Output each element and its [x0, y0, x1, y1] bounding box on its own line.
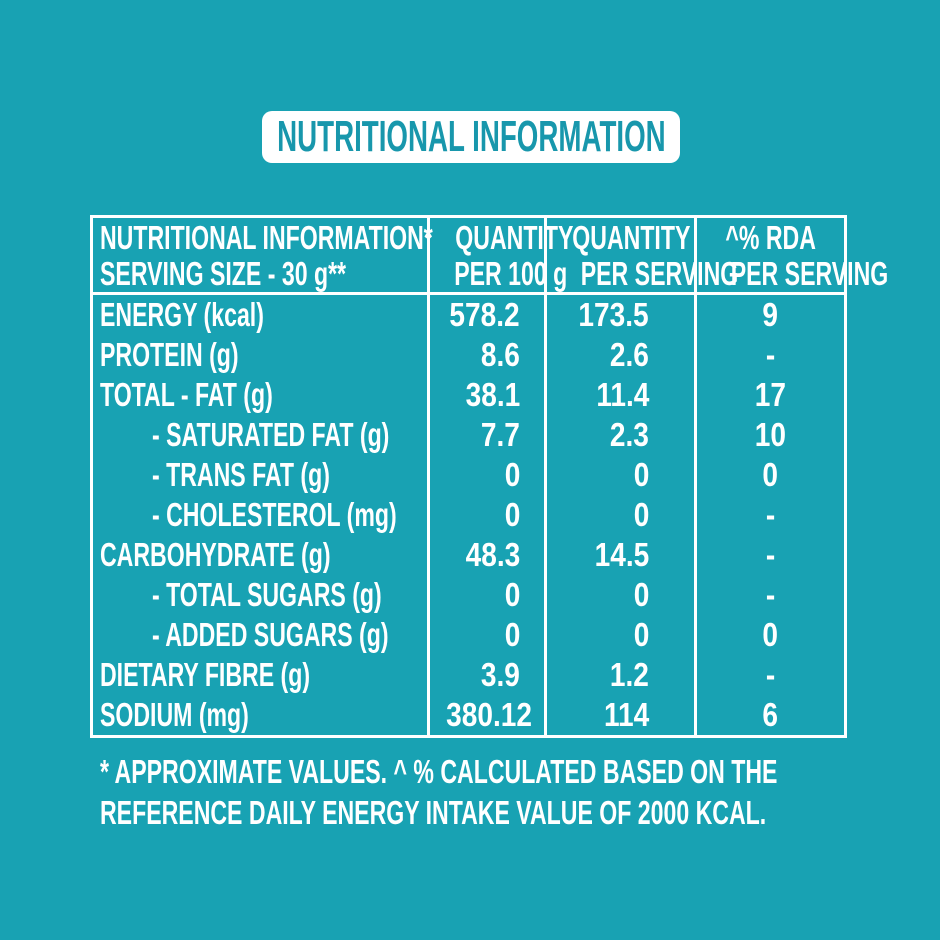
qty-serving-cell: 14.5 — [544, 535, 694, 575]
qty-100g-cell: 0 — [427, 455, 544, 495]
row-carbohydrate: CARBOHYDRATE (g) 48.3 14.5 - — [93, 535, 844, 575]
title-banner: NUTRITIONAL INFORMATION — [262, 111, 680, 163]
rda-cell: 6 — [694, 695, 844, 735]
rda-cell: 17 — [694, 375, 844, 415]
row-added-sugars: - ADDED SUGARS (g) 0 0 0 — [93, 615, 844, 655]
qty-100g-cell: 38.1 — [427, 375, 544, 415]
nutrient-name-cell: - TRANS FAT (g) — [152, 456, 330, 493]
header-qty-100g-line1: QUANTITY — [455, 218, 574, 256]
qty-100g-cell: 3.9 — [427, 655, 544, 695]
header-qty-serving-line2: PER SERVING — [580, 254, 739, 292]
nutrient-name-cell: SODIUM (mg) — [100, 696, 249, 733]
nutrient-name-cell: PROTEIN (g) — [100, 336, 239, 373]
qty-100g-cell: 8.6 — [427, 335, 544, 375]
nutrient-name-cell: - TOTAL SUGARS (g) — [152, 576, 382, 613]
table-header-row: NUTRITIONAL INFORMATION* SERVING SIZE - … — [93, 218, 889, 295]
row-trans-fat: - TRANS FAT (g) 0 0 0 — [93, 455, 844, 495]
qty-serving-cell: 0 — [544, 615, 694, 655]
qty-100g-cell: 0 — [427, 495, 544, 535]
row-dietary-fibre: DIETARY FIBRE (g) 3.9 1.2 - — [93, 655, 844, 695]
rda-cell: 9 — [694, 295, 844, 335]
qty-100g-cell: 0 — [427, 615, 544, 655]
row-protein: PROTEIN (g) 8.6 2.6 - — [93, 335, 844, 375]
qty-serving-cell: 0 — [544, 495, 694, 535]
row-saturated-fat: - SATURATED FAT (g) 7.7 2.3 10 — [93, 415, 844, 455]
rda-cell: 10 — [694, 415, 844, 455]
qty-serving-cell: 2.6 — [544, 335, 694, 375]
row-energy: ENERGY (kcal) 578.2 173.5 9 — [93, 295, 844, 335]
header-qty-serving-line1: QUANTITY — [572, 218, 691, 256]
nutrient-name-cell: - ADDED SUGARS (g) — [152, 616, 389, 653]
nutrition-table: NUTRITIONAL INFORMATION* SERVING SIZE - … — [90, 215, 889, 738]
nutrient-name-cell: DIETARY FIBRE (g) — [100, 656, 311, 693]
qty-serving-cell: 173.5 — [544, 295, 694, 335]
rda-cell: 0 — [694, 455, 844, 495]
footnote-line-2: REFERENCE DAILY ENERGY INTAKE VALUE OF 2… — [100, 794, 767, 831]
header-qty-serving-cell: QUANTITY PER SERVING — [544, 218, 739, 292]
header-nutrient-cell: NUTRITIONAL INFORMATION* SERVING SIZE - … — [93, 218, 433, 292]
rda-cell: - — [694, 495, 844, 535]
qty-serving-cell: 114 — [544, 695, 694, 735]
row-sodium: SODIUM (mg) 380.12 114 6 — [93, 695, 844, 735]
footnote: * APPROXIMATE VALUES. ^ % CALCULATED BAS… — [100, 751, 940, 833]
nutrient-name-cell: TOTAL - FAT (g) — [100, 376, 273, 413]
qty-serving-cell: 2.3 — [544, 415, 694, 455]
rda-cell: 0 — [694, 615, 844, 655]
row-total-fat: TOTAL - FAT (g) 38.1 11.4 17 — [93, 375, 844, 415]
qty-100g-cell: 48.3 — [427, 535, 544, 575]
rda-cell: - — [694, 655, 844, 695]
footnote-line-1: * APPROXIMATE VALUES. ^ % CALCULATED BAS… — [100, 753, 778, 790]
nutrient-name-cell: ENERGY (kcal) — [100, 296, 264, 333]
row-cholesterol: - CHOLESTEROL (mg) 0 0 - — [93, 495, 844, 535]
header-qty-100g-cell: QUANTITY PER 100 g — [427, 218, 574, 292]
rda-cell: - — [694, 575, 844, 615]
nutrient-name-cell: - CHOLESTEROL (mg) — [152, 496, 397, 533]
qty-100g-cell: 578.2 — [427, 295, 544, 335]
qty-100g-cell: 0 — [427, 575, 544, 615]
qty-100g-cell: 380.12 — [427, 695, 544, 735]
header-rda-line2: PER SERVING — [730, 254, 889, 292]
header-nutrient-line1: NUTRITIONAL INFORMATION* — [100, 218, 433, 256]
rda-cell: - — [694, 335, 844, 375]
nutrient-name-cell: CARBOHYDRATE (g) — [100, 536, 331, 573]
qty-serving-cell: 0 — [544, 455, 694, 495]
nutrient-name-cell: - SATURATED FAT (g) — [152, 416, 390, 453]
header-qty-100g-line2: PER 100 g — [454, 254, 568, 292]
rda-cell: - — [694, 535, 844, 575]
qty-100g-cell: 7.7 — [427, 415, 544, 455]
header-serving-size: SERVING SIZE - 30 g** — [100, 254, 347, 292]
header-rda-line1: ^% RDA — [725, 218, 816, 256]
header-rda-cell: ^% RDA PER SERVING — [694, 218, 889, 292]
qty-serving-cell: 1.2 — [544, 655, 694, 695]
qty-serving-cell: 0 — [544, 575, 694, 615]
row-total-sugars: - TOTAL SUGARS (g) 0 0 - — [93, 575, 844, 615]
qty-serving-cell: 11.4 — [544, 375, 694, 415]
page-title: NUTRITIONAL INFORMATION — [276, 112, 666, 161]
